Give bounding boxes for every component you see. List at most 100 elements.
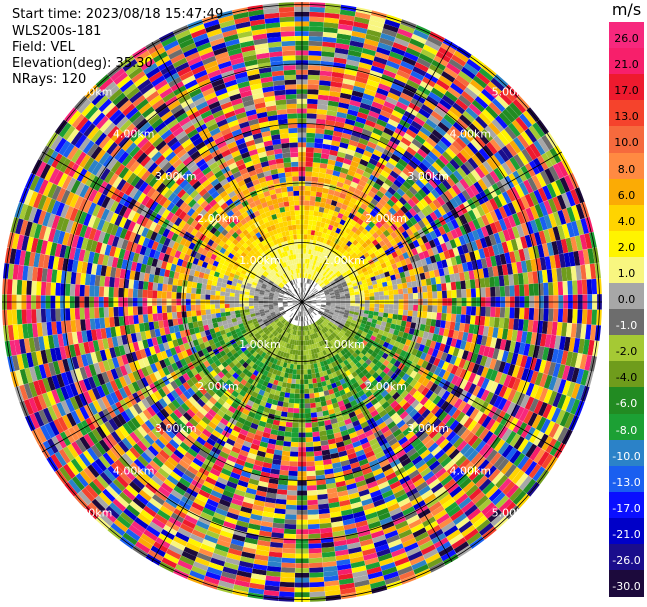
velocity-gate xyxy=(531,175,542,190)
velocity-gate xyxy=(412,204,421,214)
velocity-gate xyxy=(340,262,346,268)
velocity-gate xyxy=(344,307,350,311)
velocity-gate xyxy=(319,282,324,287)
velocity-gate xyxy=(282,445,291,452)
velocity-gate xyxy=(414,273,421,281)
velocity-gate xyxy=(356,71,370,80)
velocity-gate xyxy=(391,109,404,120)
velocity-gate xyxy=(482,247,491,258)
velocity-gate xyxy=(311,176,319,183)
velocity-gate xyxy=(365,265,372,271)
velocity-gate xyxy=(316,187,324,193)
velocity-gate xyxy=(308,528,321,535)
velocity-gate xyxy=(324,249,330,256)
velocity-gate xyxy=(470,169,482,182)
velocity-gate xyxy=(380,277,387,283)
velocity-gate xyxy=(550,181,562,197)
velocity-gate xyxy=(361,128,373,137)
velocity-gate xyxy=(318,274,323,279)
velocity-gate xyxy=(325,293,331,297)
velocity-gate xyxy=(486,141,498,155)
velocity-gate xyxy=(411,247,419,256)
velocity-gate xyxy=(589,263,597,279)
velocity-gate xyxy=(306,456,315,462)
velocity-gate xyxy=(455,98,469,111)
velocity-gate xyxy=(308,244,313,250)
velocity-gate xyxy=(330,81,343,88)
velocity-gate xyxy=(282,543,296,549)
velocity-gate xyxy=(522,319,529,332)
velocity-gate xyxy=(523,307,530,320)
velocity-gate xyxy=(343,210,351,217)
velocity-gate xyxy=(544,168,556,184)
velocity-gate xyxy=(365,84,378,93)
velocity-gate xyxy=(293,408,300,414)
velocity-gate xyxy=(347,169,356,177)
velocity-gate xyxy=(490,77,505,92)
velocity-gate xyxy=(305,412,312,418)
velocity-gate xyxy=(308,533,321,539)
velocity-gate xyxy=(305,147,314,153)
velocity-gate xyxy=(356,184,365,192)
velocity-gate xyxy=(371,246,378,253)
velocity-gate xyxy=(368,19,385,29)
velocity-gate xyxy=(538,230,547,245)
velocity-gate xyxy=(357,111,368,120)
velocity-gate xyxy=(407,310,413,317)
velocity-gate xyxy=(307,273,311,279)
velocity-gate xyxy=(352,125,364,134)
velocity-gate xyxy=(311,171,319,178)
velocity-gate xyxy=(556,239,564,255)
velocity-gate xyxy=(468,220,477,232)
velocity-gate xyxy=(468,103,482,116)
velocity-gate xyxy=(306,113,317,119)
velocity-gate xyxy=(431,284,437,292)
velocity-gate xyxy=(451,305,457,314)
velocity-gate xyxy=(431,246,439,256)
velocity-gate xyxy=(305,295,310,300)
velocity-gate xyxy=(411,33,427,45)
velocity-gate xyxy=(309,259,313,265)
velocity-gate xyxy=(325,296,331,299)
velocity-gate xyxy=(467,172,478,184)
velocity-gate xyxy=(425,256,432,265)
velocity-gate xyxy=(347,255,354,262)
velocity-gate xyxy=(347,201,355,209)
velocity-gate xyxy=(315,293,320,297)
velocity-gate xyxy=(344,290,350,294)
velocity-gate xyxy=(394,273,401,280)
velocity-gate xyxy=(305,249,309,254)
velocity-gate xyxy=(377,140,388,149)
velocity-gate xyxy=(471,229,480,241)
velocity-gate xyxy=(331,259,337,266)
velocity-gate xyxy=(304,403,311,409)
velocity-gate xyxy=(345,269,352,275)
velocity-gate xyxy=(418,162,429,172)
velocity-gate xyxy=(324,223,330,229)
velocity-gate xyxy=(365,119,376,128)
velocity-gate xyxy=(447,187,458,198)
velocity-gate xyxy=(371,217,379,225)
velocity-gate xyxy=(326,115,337,122)
velocity-gate xyxy=(416,148,428,159)
velocity-gate xyxy=(428,239,436,249)
velocity-gate xyxy=(309,581,325,588)
velocity-gate xyxy=(383,290,389,296)
velocity-gate xyxy=(316,256,321,262)
velocity-gate xyxy=(556,267,563,282)
velocity-gate xyxy=(304,408,311,414)
velocity-gate xyxy=(322,248,327,254)
velocity-gate xyxy=(358,245,365,252)
velocity-gate xyxy=(354,16,370,25)
velocity-gate xyxy=(481,88,495,102)
velocity-gate xyxy=(354,306,360,310)
velocity-gate xyxy=(279,469,289,476)
velocity-gate xyxy=(441,259,448,268)
velocity-gate xyxy=(326,302,331,305)
velocity-gate xyxy=(420,104,434,115)
velocity-gate xyxy=(305,432,313,438)
velocity-gate xyxy=(329,258,335,264)
velocity-gate xyxy=(432,199,442,209)
velocity-gate xyxy=(321,304,326,307)
velocity-gate xyxy=(318,425,326,432)
